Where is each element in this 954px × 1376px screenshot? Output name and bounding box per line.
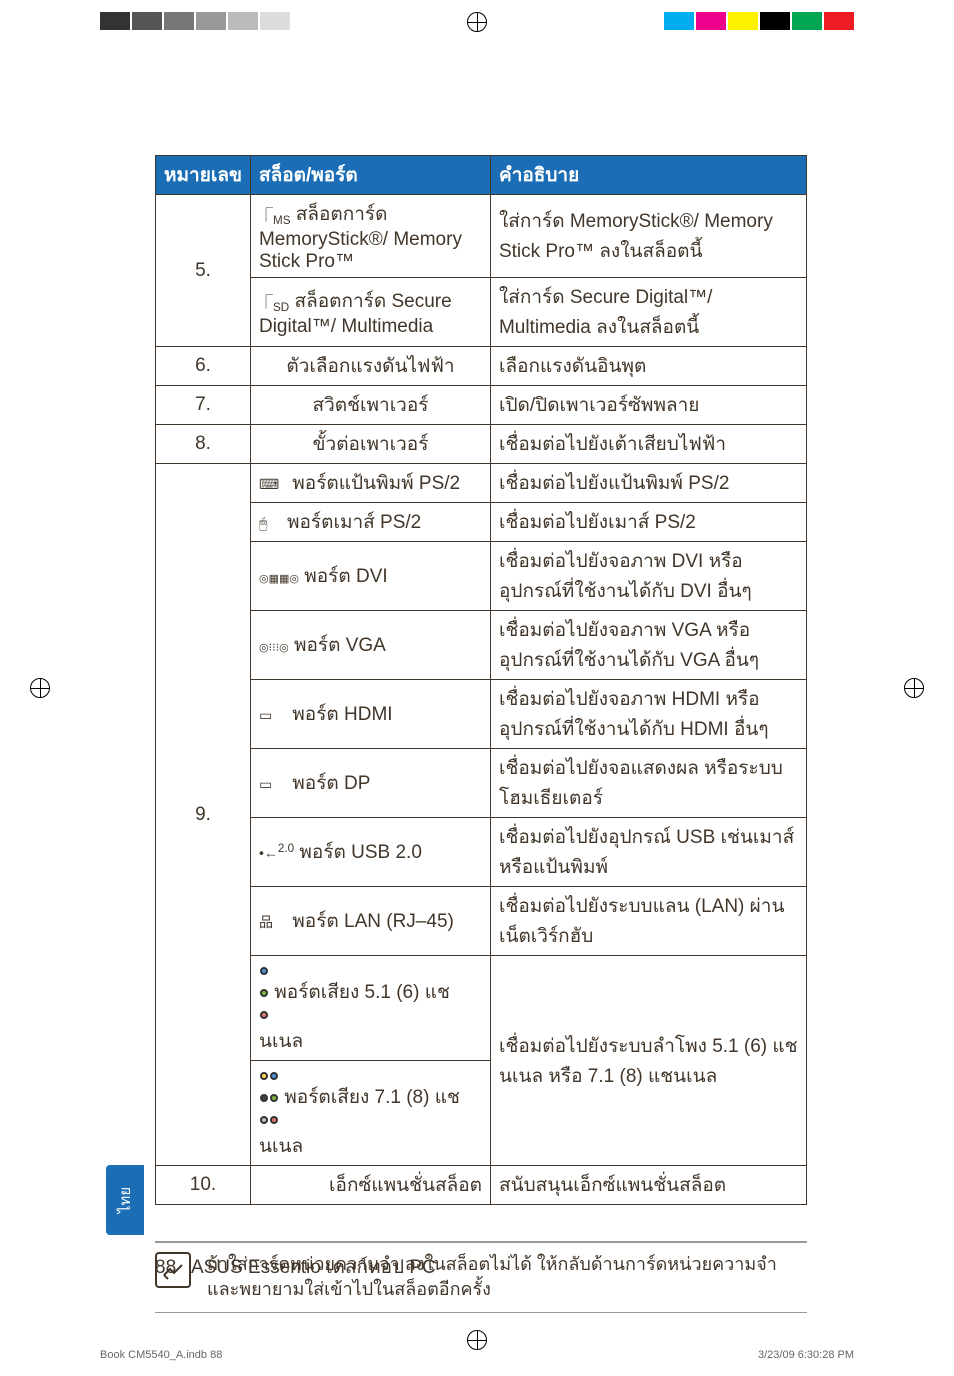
port-label: พอร์ตเสียง 5.1 (6) แชนเนล xyxy=(259,982,450,1052)
table-row: ▭ พอร์ต HDMI เชื่อมต่อไปยังจอภาพ HDMI หร… xyxy=(156,680,807,749)
desc-cell: เชื่อมต่อไปยังระบบลำโพง 5.1 (6) แชนเนล ห… xyxy=(490,956,806,1166)
mouse-icon: 🖱 xyxy=(259,515,287,532)
dvi-icon: ◎▦▦◎ xyxy=(259,572,299,585)
row-number: 8. xyxy=(156,425,251,464)
port-label: พอร์ตเสียง 7.1 (8) แชนเนล xyxy=(259,1087,460,1157)
port-cell: เอ็กซ์แพนชั่นสล็อต xyxy=(250,1166,490,1205)
print-footer: Book CM5540_A.indb 88 3/23/09 6:30:28 PM xyxy=(100,1349,854,1361)
port-cell: สวิตช์เพาเวอร์ xyxy=(250,386,490,425)
port-cell: ⌨ พอร์ตแป้นพิมพ์ PS/2 xyxy=(250,464,490,503)
desc-cell: เชื่อมต่อไปยังจอภาพ VGA หรืออุปกรณ์ที่ใช… xyxy=(490,611,806,680)
language-tab: ไทย xyxy=(106,1165,144,1235)
print-file: Book CM5540_A.indb 88 xyxy=(100,1349,222,1361)
row-number: 7. xyxy=(156,386,251,425)
table-row: 6. ตัวเลือกแรงดันไฟฟ้า เลือกแรงดันอินพุต xyxy=(156,347,807,386)
page-footer: 88 ASUS Essentio เดสก์ทอป PC xyxy=(155,1252,436,1282)
table-row: 10. เอ็กซ์แพนชั่นสล็อต สนับสนุนเอ็กซ์แพน… xyxy=(156,1166,807,1205)
port-cell: ◎⁝⁝⁝◎ พอร์ต VGA xyxy=(250,611,490,680)
desc-cell: เชื่อมต่อไปยังแป้นพิมพ์ PS/2 xyxy=(490,464,806,503)
desc-cell: เชื่อมต่อไปยังจอภาพ DVI หรืออุปกรณ์ที่ใช… xyxy=(490,542,806,611)
port-cell: ขั้วต่อเพาเวอร์ xyxy=(250,425,490,464)
row-number: 5. xyxy=(156,195,251,347)
table-row: ◎⁝⁝⁝◎ พอร์ต VGA เชื่อมต่อไปยังจอภาพ VGA … xyxy=(156,611,807,680)
row-number: 9. xyxy=(156,464,251,1166)
port-cell: พอร์ตเสียง 7.1 (8) แชนเนล xyxy=(250,1061,490,1166)
table-header-desc: คำอธิบาย xyxy=(490,156,806,195)
desc-cell: เชื่อมต่อไปยังจอภาพ HDMI หรืออุปกรณ์ที่ใ… xyxy=(490,680,806,749)
table-row: 7. สวิตช์เพาเวอร์ เปิด/ปิดเพาเวอร์ซัพพลา… xyxy=(156,386,807,425)
table-row: ▭ พอร์ต DP เชื่อมต่อไปยังจอแสดงผล หรือระ… xyxy=(156,749,807,818)
lan-icon: 品 xyxy=(259,912,287,932)
port-cell: ⎾SD สล็อตการ์ด Secure Digital™/ Multimed… xyxy=(250,278,490,347)
port-cell: ◎▦▦◎ พอร์ต DVI xyxy=(250,542,490,611)
desc-cell: ใส่การ์ด MemoryStick®/ Memory Stick Pro™… xyxy=(490,195,806,278)
port-label: พอร์ตแป้นพิมพ์ PS/2 xyxy=(292,473,460,494)
registration-mark xyxy=(467,1330,487,1350)
audio-71-icon xyxy=(259,1065,279,1131)
port-label: พอร์ต VGA xyxy=(294,635,386,656)
table-row: •←2.0 พอร์ต USB 2.0 เชื่อมต่อไปยังอุปกรณ… xyxy=(156,818,807,887)
table-header-port: สล็อต/พอร์ต xyxy=(250,156,490,195)
port-label: พอร์ต USB 2.0 xyxy=(299,842,422,863)
dp-icon: ▭ xyxy=(259,776,287,793)
port-label: พอร์ต DP xyxy=(292,773,370,794)
language-tab-text: ไทย xyxy=(113,1187,137,1213)
ports-table: หมายเลข สล็อต/พอร์ต คำอธิบาย 5. ⎾MS สล็อ… xyxy=(155,155,807,1205)
keyboard-icon: ⌨ xyxy=(259,476,287,493)
registration-mark xyxy=(30,678,50,698)
port-label: พอร์ต LAN (RJ–45) xyxy=(292,911,454,932)
desc-cell: เชื่อมต่อไปยังอุปกรณ์ USB เช่นเมาส์ หรือ… xyxy=(490,818,806,887)
audio-51-icon xyxy=(259,960,269,1026)
desc-cell: เชื่อมต่อไปยังเต้าเสียบไฟฟ้า xyxy=(490,425,806,464)
print-date: 3/23/09 6:30:28 PM xyxy=(758,1349,854,1361)
table-row: 🖱พอร์ตเมาส์ PS/2 เชื่อมต่อไปยังเมาส์ PS/… xyxy=(156,503,807,542)
desc-cell: ใส่การ์ด Secure Digital™/ Multimedia ลงใ… xyxy=(490,278,806,347)
table-row: พอร์ตเสียง 5.1 (6) แชนเนล เชื่อมต่อไปยัง… xyxy=(156,956,807,1061)
port-label: พอร์ต DVI xyxy=(304,566,387,587)
desc-cell: เชื่อมต่อไปยังจอแสดงผล หรือระบบโฮมเธียเต… xyxy=(490,749,806,818)
ms-icon: ⎾MS xyxy=(259,205,290,227)
port-cell: ▭ พอร์ต DP xyxy=(250,749,490,818)
table-row: 5. ⎾MS สล็อตการ์ด MemoryStick®/ Memory S… xyxy=(156,195,807,278)
table-row: ◎▦▦◎ พอร์ต DVI เชื่อมต่อไปยังจอภาพ DVI ห… xyxy=(156,542,807,611)
port-label: สล็อตการ์ด MemoryStick®/ Memory Stick Pr… xyxy=(259,204,462,272)
desc-cell: เชื่อมต่อไปยังระบบแลน (LAN) ผ่านเน็ตเวิร… xyxy=(490,887,806,956)
desc-cell: เชื่อมต่อไปยังเมาส์ PS/2 xyxy=(490,503,806,542)
table-row: ⎾SD สล็อตการ์ด Secure Digital™/ Multimed… xyxy=(156,278,807,347)
table-row: 8. ขั้วต่อเพาเวอร์ เชื่อมต่อไปยังเต้าเสี… xyxy=(156,425,807,464)
footer-title: ASUS Essentio เดสก์ทอป PC xyxy=(191,1257,436,1278)
port-cell: 🖱พอร์ตเมาส์ PS/2 xyxy=(250,503,490,542)
page-content: หมายเลข สล็อต/พอร์ต คำอธิบาย 5. ⎾MS สล็อ… xyxy=(155,155,807,1313)
table-row: 9. ⌨ พอร์ตแป้นพิมพ์ PS/2 เชื่อมต่อไปยังแ… xyxy=(156,464,807,503)
footer-line xyxy=(155,1242,807,1243)
port-cell: 品 พอร์ต LAN (RJ–45) xyxy=(250,887,490,956)
row-number: 10. xyxy=(156,1166,251,1205)
port-cell: ▭ พอร์ต HDMI xyxy=(250,680,490,749)
desc-cell: เปิด/ปิดเพาเวอร์ซัพพลาย xyxy=(490,386,806,425)
registration-mark xyxy=(904,678,924,698)
usb-icon: •←2.0 xyxy=(259,842,294,861)
sd-icon: ⎾SD xyxy=(259,292,289,314)
desc-cell: เลือกแรงดันอินพุต xyxy=(490,347,806,386)
port-cell: ตัวเลือกแรงดันไฟฟ้า xyxy=(250,347,490,386)
page-number: 88 xyxy=(155,1257,176,1278)
table-header-num: หมายเลข xyxy=(156,156,251,195)
registration-mark xyxy=(467,12,487,32)
desc-cell: สนับสนุนเอ็กซ์แพนชั่นสล็อต xyxy=(490,1166,806,1205)
port-label: พอร์ต HDMI xyxy=(292,704,392,725)
port-cell: พอร์ตเสียง 5.1 (6) แชนเนล xyxy=(250,956,490,1061)
vga-icon: ◎⁝⁝⁝◎ xyxy=(259,641,289,654)
port-cell: •←2.0 พอร์ต USB 2.0 xyxy=(250,818,490,887)
port-label: พอร์ตเมาส์ PS/2 xyxy=(287,512,421,533)
row-number: 6. xyxy=(156,347,251,386)
port-cell: ⎾MS สล็อตการ์ด MemoryStick®/ Memory Stic… xyxy=(250,195,490,278)
table-row: 品 พอร์ต LAN (RJ–45) เชื่อมต่อไปยังระบบแล… xyxy=(156,887,807,956)
hdmi-icon: ▭ xyxy=(259,707,287,724)
